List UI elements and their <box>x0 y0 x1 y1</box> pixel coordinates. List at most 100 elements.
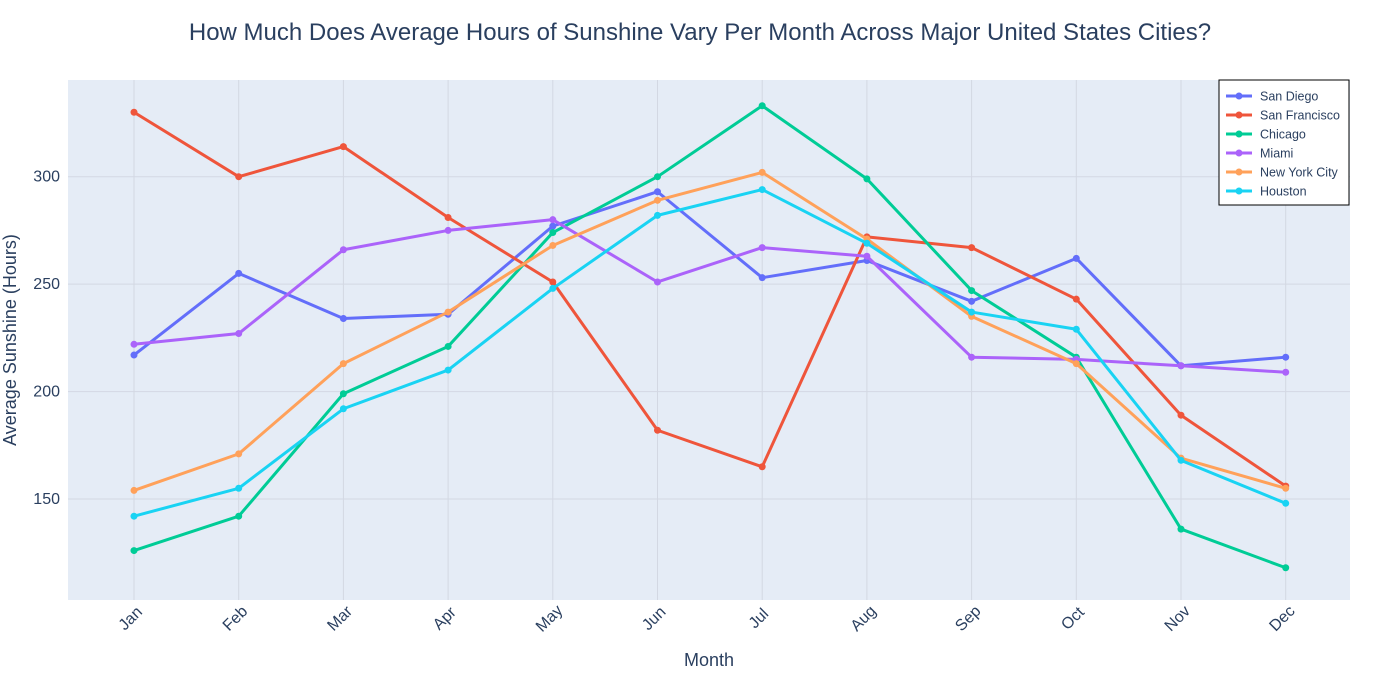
legend: San Diego San Francisco Chicago Miami New Yo… <box>1218 79 1350 206</box>
data-point <box>339 143 347 151</box>
data-point <box>235 484 243 492</box>
y-axis-title: Average Sunshine (Hours) <box>0 234 20 446</box>
x-tick-label: Jul <box>746 606 772 632</box>
chart-title: How Much Does Average Hours of Sunshine … <box>189 19 1211 46</box>
plot-background <box>68 80 1350 600</box>
legend-label: San Diego <box>1260 90 1318 104</box>
data-point <box>444 366 452 374</box>
data-point <box>339 360 347 368</box>
data-point <box>130 351 138 359</box>
x-tick-label: Jun <box>639 604 669 634</box>
gridlines <box>68 80 1350 600</box>
legend-item: Houston <box>1226 185 1307 199</box>
data-point <box>130 108 138 116</box>
data-point <box>654 196 661 204</box>
data-point <box>1282 484 1290 492</box>
data-point <box>968 287 976 295</box>
x-tick-label: May <box>533 602 566 635</box>
data-point <box>1282 353 1290 361</box>
legend-item: San Francisco <box>1226 109 1340 123</box>
data-point <box>1072 325 1080 333</box>
data-point <box>968 353 976 361</box>
data-point <box>339 405 347 413</box>
series-line <box>132 110 1288 488</box>
data-point <box>863 175 871 183</box>
data-point <box>968 297 976 305</box>
x-axis-title: Month <box>684 650 734 670</box>
data-point <box>130 547 138 555</box>
legend-marker <box>1235 111 1243 119</box>
legend-label: Chicago <box>1260 128 1306 142</box>
x-tick-label: Nov <box>1162 603 1194 635</box>
data-point <box>654 278 661 286</box>
data-point <box>130 512 138 520</box>
data-point <box>444 308 452 316</box>
data-point <box>339 315 347 323</box>
y-tick-label: 150 <box>33 491 60 508</box>
legend-label: San Francisco <box>1260 109 1340 123</box>
legend-item: New York City <box>1226 166 1339 180</box>
data-point <box>549 222 557 230</box>
data-point <box>1282 499 1290 507</box>
series-miami <box>130 216 1290 376</box>
series-lines <box>130 102 1290 572</box>
legend-marker <box>1235 168 1243 176</box>
series-chicago <box>130 102 1290 572</box>
data-point <box>1177 525 1185 533</box>
data-point <box>968 244 976 252</box>
series-line <box>132 218 1288 374</box>
data-point <box>863 252 871 260</box>
data-point <box>1072 295 1080 303</box>
data-point <box>235 269 243 277</box>
data-point <box>1072 254 1080 262</box>
data-point <box>758 102 766 110</box>
data-point <box>1177 362 1185 370</box>
data-point <box>968 308 976 316</box>
data-point <box>444 214 452 222</box>
legend-marker <box>1235 130 1243 138</box>
series-line <box>132 104 1288 570</box>
data-point <box>130 486 138 494</box>
data-point <box>444 226 452 234</box>
data-point <box>235 330 243 338</box>
y-tick-label: 200 <box>33 384 60 401</box>
data-point <box>758 274 766 282</box>
y-tick-label: 250 <box>33 276 60 293</box>
data-point <box>1177 456 1185 464</box>
data-point <box>235 173 243 181</box>
data-point <box>444 342 452 350</box>
data-point <box>1177 411 1185 419</box>
data-point <box>654 173 661 181</box>
data-point <box>1072 360 1080 368</box>
series-new-york-city <box>130 168 1290 494</box>
data-point <box>758 168 766 176</box>
legend-item: Chicago <box>1226 128 1306 142</box>
data-point <box>549 241 557 249</box>
legend-item: Miami <box>1226 147 1293 161</box>
data-point <box>339 390 347 398</box>
series-san-francisco <box>130 108 1290 490</box>
x-tick-label: Sep <box>952 603 984 635</box>
data-point <box>654 211 661 219</box>
x-tick-label: Apr <box>430 604 460 634</box>
data-point <box>1282 564 1290 572</box>
data-point <box>235 512 243 520</box>
data-point <box>235 450 243 458</box>
data-point <box>654 426 661 434</box>
legend-label: Houston <box>1260 185 1307 199</box>
x-tick-label: Mar <box>324 603 356 635</box>
y-tick-label: 300 <box>33 169 60 186</box>
data-point <box>339 246 347 254</box>
data-point <box>549 278 557 286</box>
series-line <box>132 170 1288 492</box>
data-point <box>863 239 871 247</box>
x-tick-label: Jan <box>116 604 146 634</box>
series-line <box>132 188 1288 518</box>
legend-marker <box>1235 149 1243 157</box>
x-tick-label: Oct <box>1058 604 1088 634</box>
data-point <box>654 188 661 196</box>
legend-label: New York City <box>1260 166 1339 180</box>
series-line <box>132 190 1288 368</box>
data-point <box>758 463 766 471</box>
